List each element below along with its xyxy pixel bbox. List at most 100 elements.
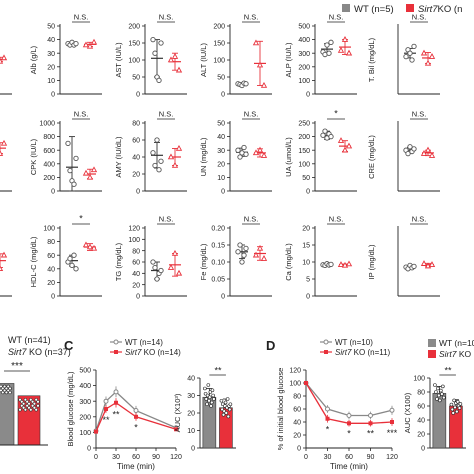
y-tick-label: 10 bbox=[187, 428, 195, 435]
wt-point bbox=[133, 408, 139, 414]
x-tick-label: 0 bbox=[94, 454, 98, 461]
x-axis-label: Time (min) bbox=[330, 462, 368, 471]
y-tick-label: 0 bbox=[306, 92, 310, 99]
sig-mark: * bbox=[326, 425, 330, 435]
wt-point bbox=[207, 398, 211, 403]
y-axis-label: T. Bil (mg/dL) bbox=[367, 37, 376, 82]
ko-point bbox=[20, 404, 24, 408]
ko-point bbox=[29, 408, 33, 412]
wt-point bbox=[243, 245, 249, 252]
wt-point bbox=[441, 384, 445, 389]
legend-label: Sirt7 KO (n=11) bbox=[335, 348, 391, 357]
panel-r1c4: 0 50 100 150 200 ALT (IU/L) N.S. bbox=[199, 13, 272, 99]
wt-point bbox=[1, 390, 5, 395]
ko-point bbox=[36, 404, 40, 408]
wt-series-line bbox=[305, 382, 393, 417]
wt-point bbox=[322, 128, 328, 134]
y-tick-label: 20 bbox=[302, 226, 310, 233]
x-tick-label: 30 bbox=[112, 454, 120, 461]
legend-wt-swatch bbox=[342, 4, 350, 12]
ko-point bbox=[171, 53, 179, 59]
legend-text: WT (n=10) bbox=[335, 338, 373, 347]
ko-point bbox=[167, 56, 175, 63]
y-axis-label: AMY (IU/dL) bbox=[114, 136, 123, 178]
ko-point bbox=[27, 402, 31, 406]
ko-point bbox=[226, 414, 231, 419]
legend-wt-label: WT (n=5) bbox=[354, 4, 394, 15]
y-tick-label: 100 bbox=[128, 58, 140, 65]
wt-point bbox=[67, 167, 73, 174]
wt-point bbox=[204, 397, 209, 401]
y-tick-label: 80 bbox=[132, 248, 140, 255]
ko-point bbox=[256, 146, 264, 153]
ko-point bbox=[345, 49, 353, 56]
sig-mark: * bbox=[134, 423, 138, 433]
x-tick-label: 60 bbox=[345, 454, 353, 461]
y-tick-label: 60 bbox=[132, 260, 140, 267]
legend-label: WT (n=41) bbox=[8, 335, 51, 345]
wt-point bbox=[156, 77, 162, 84]
ko-point bbox=[174, 427, 178, 432]
panel-r3c3: 0 20 40 60 80 100 120 TG (mg/dL) N.S. bbox=[114, 215, 187, 301]
panel-r1c2: 0 10 20 30 40 50 Alb (g/L) N.S. bbox=[29, 13, 102, 99]
ko-point bbox=[34, 398, 38, 402]
y-tick-label: 0 bbox=[221, 294, 225, 301]
wt-point bbox=[440, 392, 444, 396]
x-axis-label: Time (min) bbox=[117, 462, 155, 471]
ko-point bbox=[428, 53, 436, 59]
ko-point bbox=[450, 407, 455, 412]
y-tick-label: 40 bbox=[132, 155, 140, 162]
wt-point bbox=[389, 407, 395, 413]
wt-point bbox=[237, 154, 243, 160]
wt-point bbox=[152, 162, 158, 169]
ko-point bbox=[337, 46, 345, 53]
ko-point bbox=[420, 260, 428, 266]
y-tick-label: 60 bbox=[132, 138, 140, 145]
legend-marker bbox=[323, 339, 329, 345]
ko-point bbox=[21, 402, 26, 406]
ko-point bbox=[252, 39, 260, 46]
wt-point bbox=[437, 393, 441, 398]
ko-point bbox=[25, 400, 29, 404]
panel-D_line: D 0 20 40 60 80 100 120 0 30 60 90 120 Time (min) % of… bbox=[266, 338, 398, 471]
ko-point bbox=[114, 400, 118, 405]
ko-point bbox=[256, 61, 264, 68]
y-tick-label: 100 bbox=[298, 78, 310, 85]
wt-point bbox=[328, 133, 334, 140]
y-tick-label: 150 bbox=[213, 41, 225, 48]
y-tick-label: 500 bbox=[79, 368, 91, 375]
legend-text: WT (n=14) bbox=[125, 338, 163, 347]
wt-point bbox=[435, 397, 439, 401]
wt-point bbox=[328, 261, 334, 268]
y-tick-label: 500 bbox=[298, 24, 310, 31]
y-axis-label: AUC (X10³) bbox=[173, 393, 182, 432]
panel-r3c1: N.S. bbox=[0, 251, 12, 297]
ko-point bbox=[428, 261, 436, 267]
ko-point bbox=[18, 398, 22, 402]
wt-point bbox=[203, 386, 207, 391]
panel-b-left: WT (n=41) Sirt7 KO (n=37) *** bbox=[0, 335, 71, 446]
y-tick-label: 200 bbox=[79, 414, 91, 421]
panel-label: C bbox=[64, 338, 74, 353]
wt-point bbox=[434, 390, 438, 394]
y-tick-label: 0 bbox=[87, 446, 91, 453]
ko-point bbox=[82, 169, 90, 176]
legend-marker bbox=[114, 350, 118, 354]
wt-point bbox=[69, 262, 75, 269]
ko-point bbox=[219, 398, 224, 403]
y-tick-label: 80 bbox=[417, 390, 425, 397]
sig-label: N.S. bbox=[412, 110, 427, 119]
y-tick-label: 50 bbox=[47, 24, 55, 31]
ko-point bbox=[25, 404, 29, 408]
ko-point bbox=[90, 166, 98, 173]
ko-point bbox=[424, 59, 432, 66]
sig-mark: ** bbox=[112, 409, 120, 419]
wt-point bbox=[241, 252, 247, 258]
ko-point bbox=[32, 406, 37, 410]
sig-label: N.S. bbox=[329, 215, 344, 224]
ko-point bbox=[420, 49, 428, 56]
ko-point bbox=[424, 146, 432, 153]
wt-point bbox=[324, 42, 330, 48]
y-tick-label: 800 bbox=[43, 134, 55, 141]
